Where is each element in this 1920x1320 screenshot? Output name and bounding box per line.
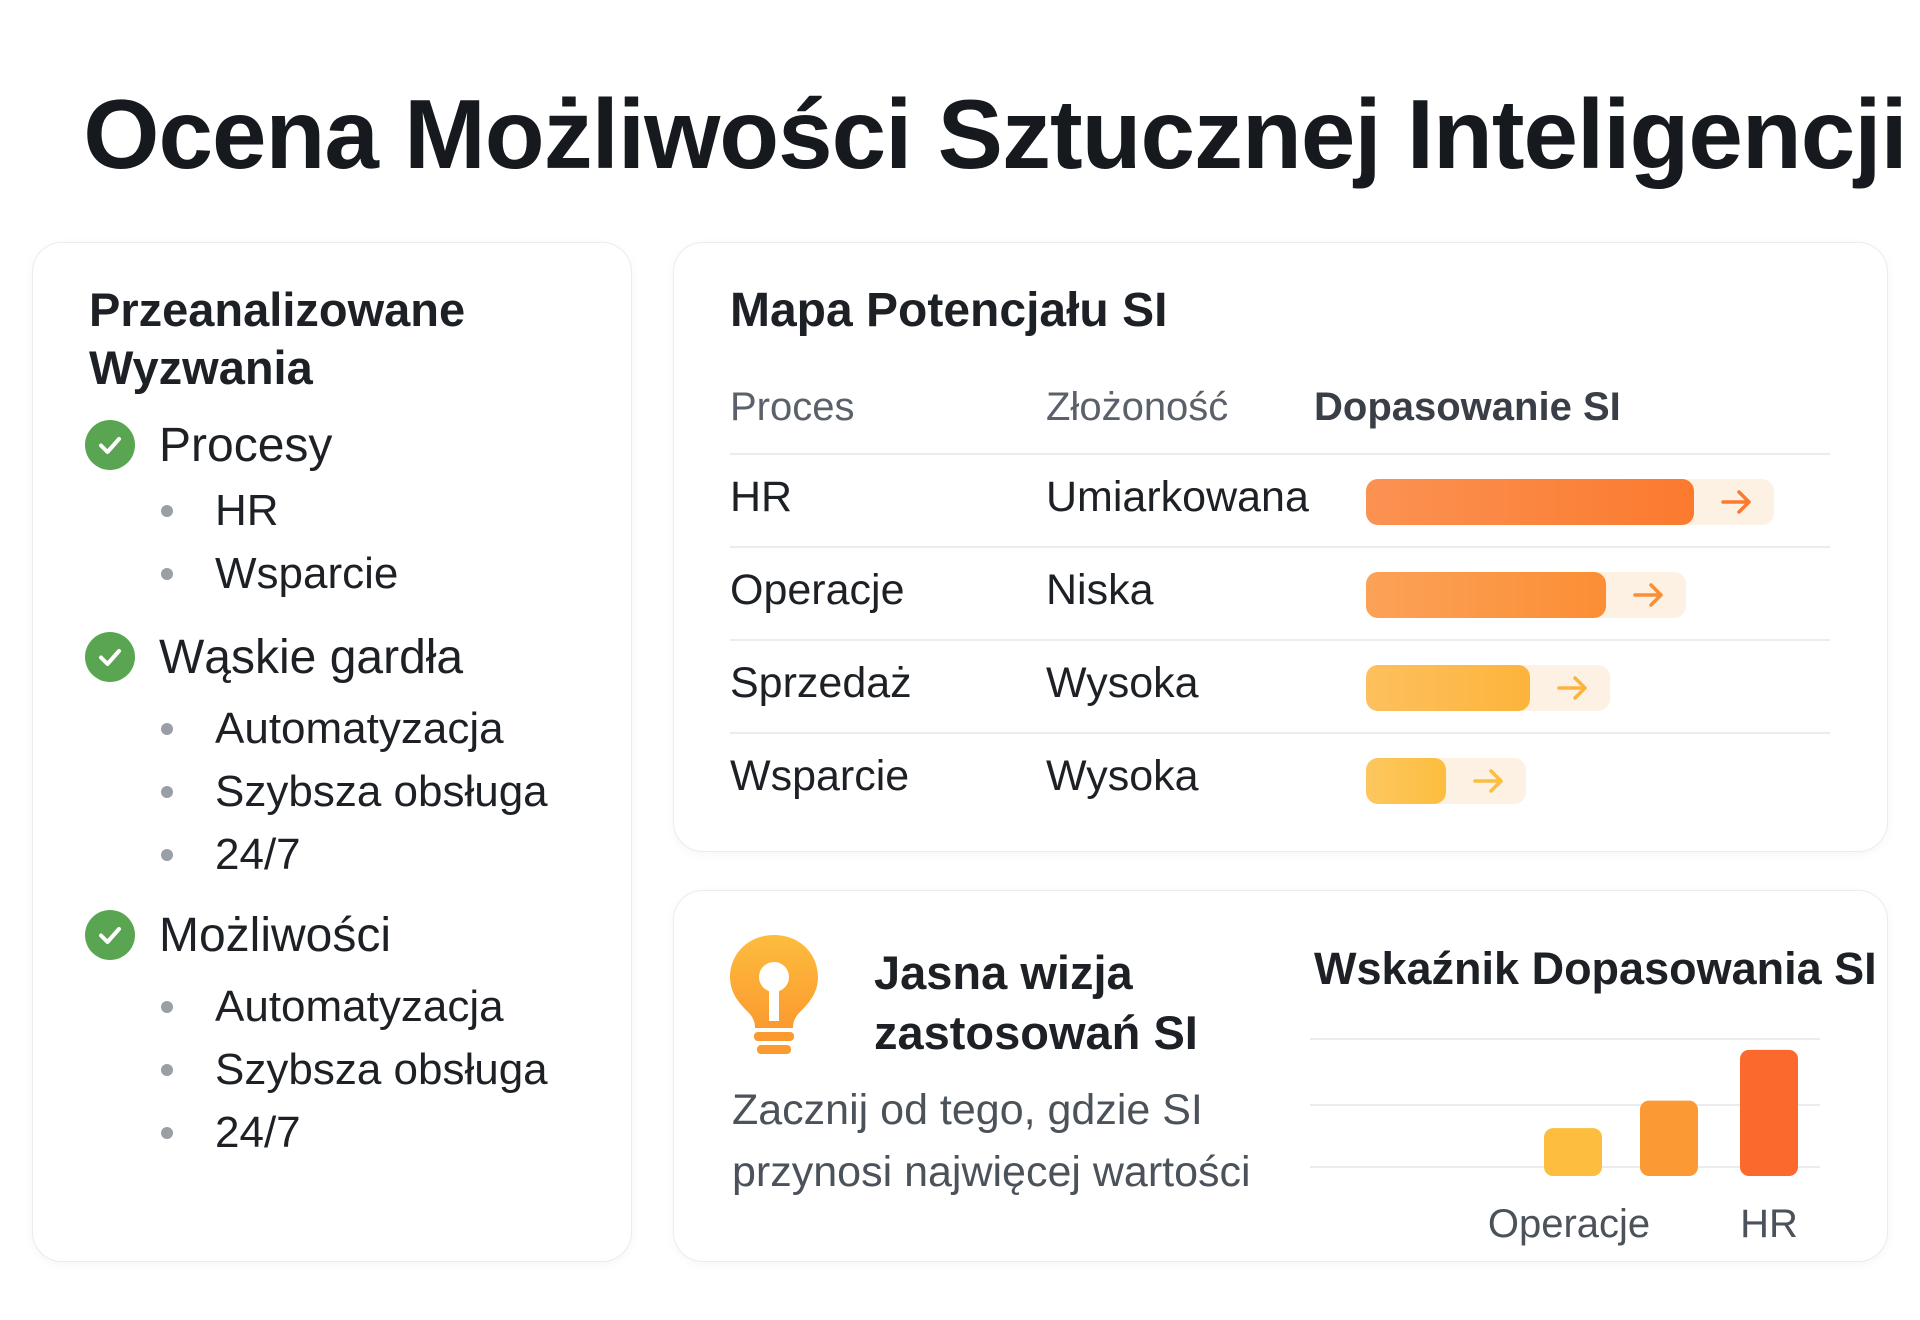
cell-process: Sprzedaż [730,659,912,707]
cell-process: Operacje [730,566,905,614]
list-item: Wsparcie [161,542,398,605]
vision-heading-line1: Jasna wizja [874,946,1133,999]
fit-bar-fill [1366,572,1606,618]
list-item: 24/7 [161,823,548,886]
table-row: Wsparcie Wysoka [730,732,1830,824]
list-item: Szybsza obsługa [161,760,548,823]
chart-bar [1544,1128,1602,1176]
section-label: Możliwości [159,908,392,962]
cell-process: Wsparcie [730,752,910,800]
list-item: Automatyzacja [161,975,548,1038]
potential-map-card: Mapa Potencjału SI Proces Złożoność Dopa… [673,242,1888,852]
cell-process: HR [730,473,793,521]
chart-bar [1740,1049,1798,1176]
arrow-right-icon [1473,769,1503,793]
column-header-complexity: Złożoność [1046,385,1229,429]
section-opportunities: Możliwości Automatyzacja Szybsza obsługa… [85,905,548,1164]
table-row: Sprzedaż Wysoka [730,639,1830,731]
chart-title: Wskaźnik Dopasowania SI [1314,943,1877,994]
fit-indicator-chart: Operacje HR [1310,1038,1820,1246]
column-header-fit: Dopasowanie SI [1314,385,1621,429]
section-bottlenecks: Wąskie gardła Automatyzacja Szybsza obsł… [85,627,548,886]
check-circle-icon [85,910,135,960]
challenges-card: Przeanalizowane Wyzwania Procesy HR Wspa… [32,242,632,1262]
section-label: Procesy [159,418,333,472]
arrow-right-icon [1557,676,1587,700]
column-header-process: Proces [730,385,855,429]
cell-complexity: Wysoka [1046,752,1199,800]
vision-heading: Jasna wizja zastosowań SI [874,943,1314,1063]
arrow-right-icon [1721,490,1751,514]
fit-bar [1366,665,1610,711]
cell-complexity: Niska [1046,566,1154,614]
list-item: Szybsza obsługa [161,1038,548,1101]
fit-bar-fill [1366,758,1446,804]
challenges-title-line2: Wyzwania [89,341,313,394]
check-circle-icon [85,420,135,470]
vision-card: Jasna wizja zastosowań SI Zacznij od teg… [673,890,1888,1262]
list-item: Automatyzacja [161,697,548,760]
fit-bar [1366,572,1686,618]
fit-bar-fill [1366,665,1530,711]
table-row: Operacje Niska [730,546,1830,638]
section-processes: Procesy HR Wsparcie [85,415,398,605]
vision-text: Zacznij od tego, gdzie SI przynosi najwi… [732,1079,1292,1203]
cell-complexity: Wysoka [1046,659,1199,707]
fit-bar-fill [1366,479,1694,525]
chart-bar-label: HR [1740,1202,1798,1246]
fit-bar [1366,479,1774,525]
fit-bar [1366,758,1526,804]
chart-bar-label: Operacje [1488,1202,1650,1246]
list-item: HR [161,479,398,542]
vision-heading-line2: zastosowań SI [874,1006,1198,1059]
challenges-title: Przeanalizowane Wyzwania [89,281,609,397]
lightbulb-icon [730,935,818,1054]
page-title: Ocena Możliwości Sztucznej Inteligencji [83,79,1907,189]
table-row: HR Umiarkowana [730,453,1830,545]
map-title: Mapa Potencjału SI [730,284,1168,337]
vision-text-line1: Zacznij od tego, gdzie SI [732,1086,1203,1134]
cell-complexity: Umiarkowana [1046,473,1309,521]
chart-bar [1640,1100,1698,1176]
section-label: Wąskie gardła [159,630,464,684]
arrow-right-icon [1633,583,1663,607]
vision-text-line2: przynosi najwięcej wartości [732,1148,1251,1196]
list-item: 24/7 [161,1101,548,1164]
challenges-title-line1: Przeanalizowane [89,283,466,336]
check-circle-icon [85,632,135,682]
